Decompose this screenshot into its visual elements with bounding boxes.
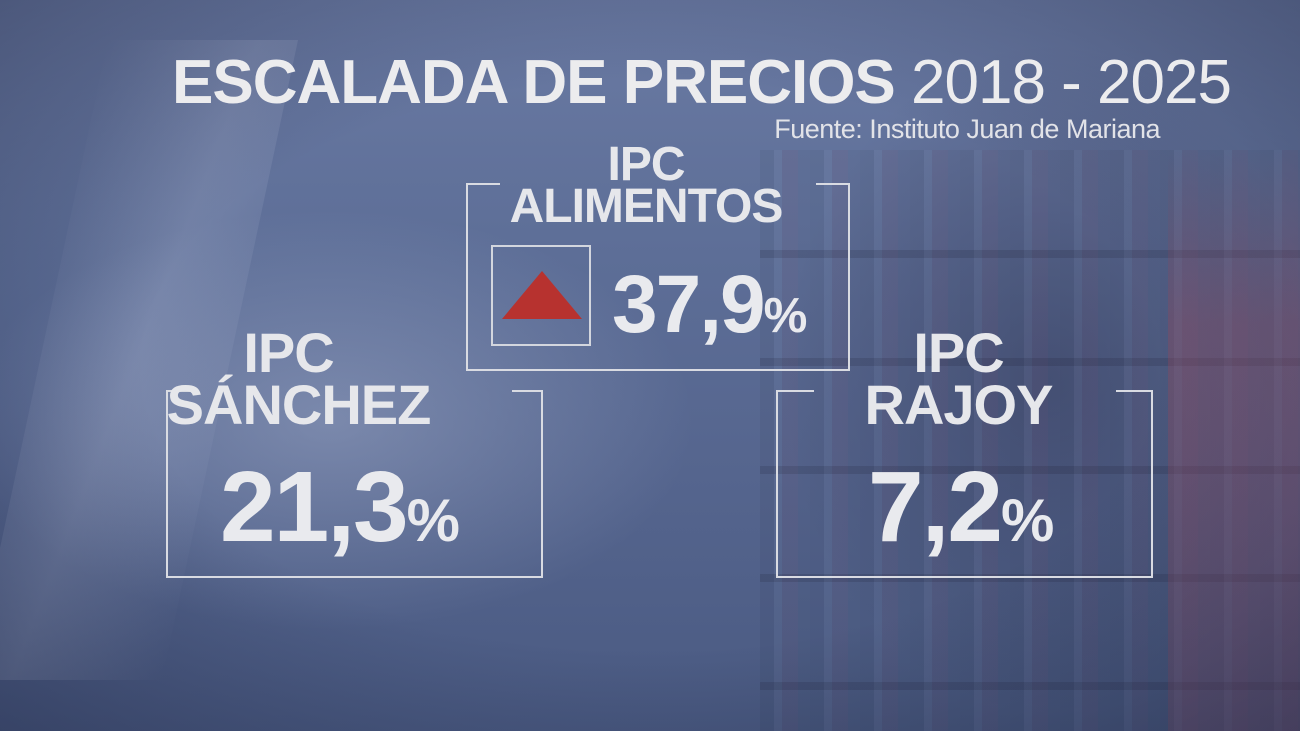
panel-frame xyxy=(776,390,1153,578)
panel-value: 21,3% xyxy=(220,452,460,576)
value-number: 21,3 xyxy=(220,451,409,563)
frame-corner-left xyxy=(166,390,196,392)
frame-corner-left xyxy=(466,183,500,185)
title-period: 2018 - 2025 xyxy=(911,48,1232,117)
panel-frame xyxy=(166,390,543,578)
panel-heading-line2: ALIMENTOS xyxy=(509,180,784,233)
background-red-tint xyxy=(1168,150,1300,731)
frame-corner-right xyxy=(816,183,850,185)
panel-heading-line2: SÁNCHEZ xyxy=(166,373,432,436)
panel-value: 37,9% xyxy=(612,260,807,361)
value-number: 37,9 xyxy=(612,259,766,350)
title-main: ESCALADA DE PRECIOS xyxy=(172,48,896,117)
up-arrow-box xyxy=(491,245,591,346)
value-number: 7,2 xyxy=(868,451,1003,563)
panel-heading-line1: IPC xyxy=(607,138,685,191)
source-credit: Fuente: Instituto Juan de Mariana xyxy=(774,114,1160,144)
panel-value: 7,2% xyxy=(868,452,1054,576)
frame-corner-right xyxy=(1116,390,1153,392)
value-unit: % xyxy=(1001,487,1055,554)
panel-frame xyxy=(466,183,850,371)
background-bookshelves xyxy=(760,150,1300,731)
panel-heading-line1: IPC xyxy=(913,321,1004,384)
graphic-title: ESCALADA DE PRECIOS 2018 - 2025 xyxy=(172,48,1232,118)
panel-heading-line1: IPC xyxy=(243,321,334,384)
value-unit: % xyxy=(763,288,808,343)
frame-corner-right xyxy=(512,390,543,392)
frame-corner-left xyxy=(776,390,814,392)
value-unit: % xyxy=(406,487,460,554)
panel-heading-line2: RAJOY xyxy=(864,373,1054,436)
up-arrow-icon xyxy=(502,271,582,319)
